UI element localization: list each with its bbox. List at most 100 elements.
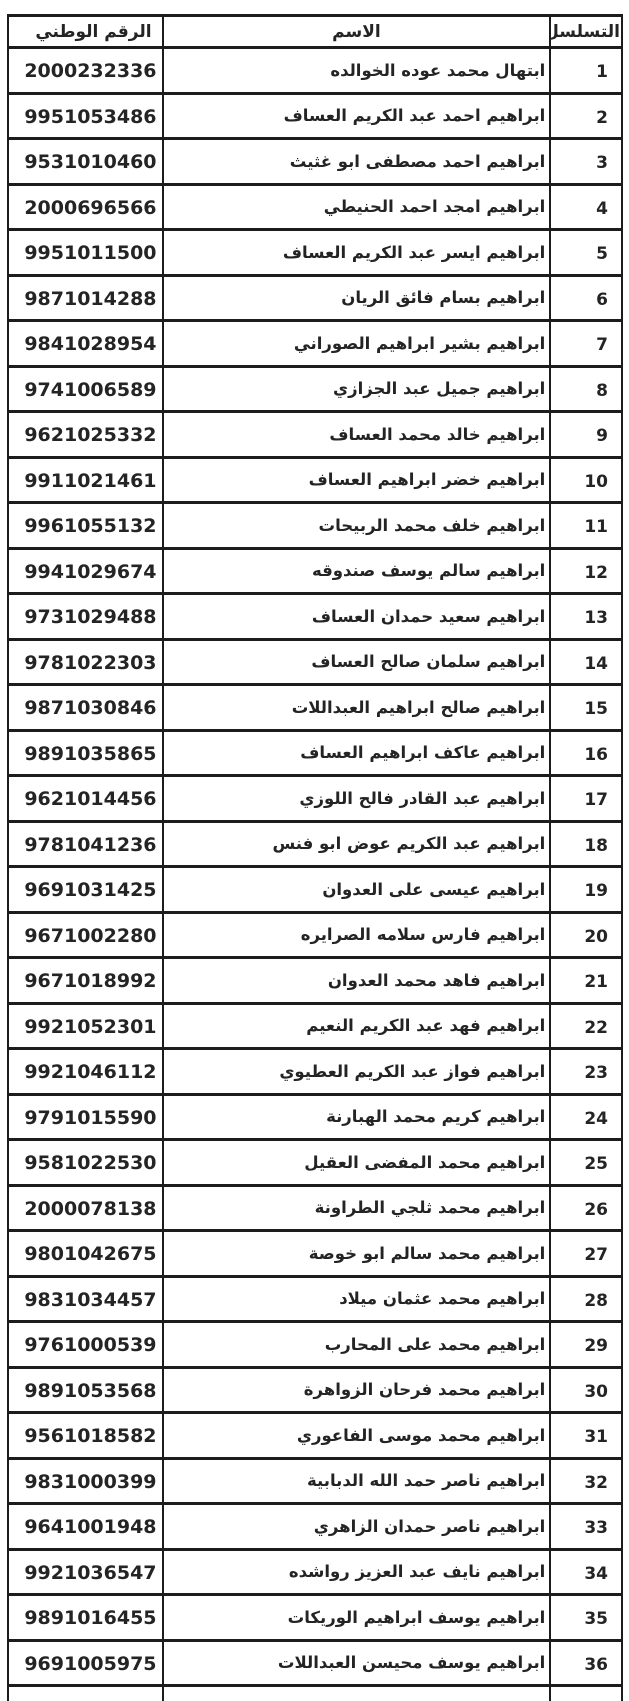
table-row: 19 ابراهيم عيسى على العدوان 9691031425 [7, 865, 623, 914]
table-row: 13 ابراهيم سعيد حمدان العساف 9731029488 [7, 592, 623, 641]
national-id-cell: 9581022530 [7, 1138, 164, 1187]
serial-cell: 30 [549, 1365, 623, 1414]
name-cell: ابراهيم محمد سالم ابو خوصة [161, 1229, 552, 1278]
national-id-cell: 9781022303 [7, 637, 164, 686]
table-row: 33 ابراهيم ناصر حمدان الزاهري 9641001948 [7, 1502, 623, 1551]
table-row: 7 ابراهيم بشير ابراهيم الصوراني 98410289… [7, 319, 623, 368]
name-cell: ابراهيم ناصر حمد الله الدبابية [161, 1456, 552, 1505]
national-id-cell: 9891016455 [7, 1593, 164, 1642]
serial-cell: 18 [549, 819, 623, 868]
table-row: 36 ابراهيم يوسف محيسن العبداللات 9691005… [7, 1638, 623, 1687]
national-id-cell: 9921052301 [7, 1001, 164, 1050]
serial-cell: 23 [549, 1047, 623, 1096]
name-cell: ابراهيم عيسى على العدوان [161, 865, 552, 914]
name-cell: ابراهيم احمد مصطفى ابو غثيث [161, 137, 552, 186]
national-id-cell: 9561018582 [7, 1411, 164, 1460]
name-cell: ابراهيم عبد القادر فالح اللوزي [161, 774, 552, 823]
name-cell: ابراهيم سعيد حمدان العساف [161, 592, 552, 641]
serial-cell: 35 [549, 1593, 623, 1642]
name-cell: ابراهيم يوسف ابراهيم الوريكات [161, 1593, 552, 1642]
national-id-cell: 9831034457 [7, 1274, 164, 1323]
name-cell: ابراهيم محمد فرحان الزواهرة [161, 1365, 552, 1414]
table-body: 1 ابتهال محمد عوده الخوالده 2000232336 2… [7, 46, 623, 1701]
serial-cell: 12 [549, 546, 623, 595]
name-cell: ابراهيم محمد ثلجي الطراونة [161, 1183, 552, 1232]
name-cell: ابراهيم فواز عبد الكريم العطيوي [161, 1047, 552, 1096]
table-row: 31 ابراهيم محمد موسى الفاعوري 9561018582 [7, 1411, 623, 1460]
serial-cell: 10 [549, 455, 623, 504]
national-id-cell: 9671018992 [7, 956, 164, 1005]
national-id-cell: 9741006589 [7, 364, 164, 413]
name-cell: احمد ابراهيم سعيد العساف [161, 1684, 552, 1701]
serial-cell: 11 [549, 501, 623, 550]
name-cell: ابراهيم محمد المفضى العقيل [161, 1138, 552, 1187]
national-id-cell: 9951011500 [7, 228, 164, 277]
name-cell: ابراهيم يوسف محيسن العبداللات [161, 1638, 552, 1687]
name-cell: ابراهيم نايف عبد العزيز رواشده [161, 1547, 552, 1596]
table-header: التسلسل الاسم الرقم الوطني [7, 14, 623, 49]
table-row: 37 احمد ابراهيم سعيد العساف 2000621983 [7, 1684, 623, 1701]
national-id-cell: 9761000539 [7, 1320, 164, 1369]
serial-cell: 24 [549, 1092, 623, 1141]
national-id-cell: 9731029488 [7, 592, 164, 641]
name-cell: ابتهال محمد عوده الخوالده [161, 46, 552, 95]
serial-cell: 13 [549, 592, 623, 641]
national-id-cell: 9781041236 [7, 819, 164, 868]
name-cell: ابراهيم خلف محمد الربيحات [161, 501, 552, 550]
table-row: 5 ابراهيم ايسر عبد الكريم العساف 9951011… [7, 228, 623, 277]
name-cell: ابراهيم فاهد محمد العدوان [161, 956, 552, 1005]
national-id-cell: 9941029674 [7, 546, 164, 595]
serial-cell: 20 [549, 910, 623, 959]
national-id-cell: 9791015590 [7, 1092, 164, 1141]
national-id-cell: 9871030846 [7, 683, 164, 732]
table-row: 2 ابراهيم احمد عبد الكريم العساف 9951053… [7, 91, 623, 140]
serial-cell: 33 [549, 1502, 623, 1551]
name-cell: ابراهيم فارس سلامه الصرايره [161, 910, 552, 959]
table-row: 27 ابراهيم محمد سالم ابو خوصة 9801042675 [7, 1229, 623, 1278]
table-row: 22 ابراهيم فهد عبد الكريم النعيم 9921052… [7, 1001, 623, 1050]
header-row: التسلسل الاسم الرقم الوطني [7, 14, 623, 49]
national-id-cell: 9691031425 [7, 865, 164, 914]
serial-cell: 21 [549, 956, 623, 1005]
national-id-cell: 9951053486 [7, 91, 164, 140]
national-id-cell: 9801042675 [7, 1229, 164, 1278]
name-cell: ابراهيم كريم محمد الهبارنة [161, 1092, 552, 1141]
serial-cell: 9 [549, 410, 623, 459]
serial-cell: 17 [549, 774, 623, 823]
name-cell: ابراهيم جميل عبد الجزازي [161, 364, 552, 413]
national-id-cell: 9531010460 [7, 137, 164, 186]
name-cell: ابراهيم صالح ابراهيم العبداللات [161, 683, 552, 732]
serial-cell: 16 [549, 728, 623, 777]
name-cell: ابراهيم خالد محمد العساف [161, 410, 552, 459]
serial-cell: 7 [549, 319, 623, 368]
national-id-cell: 9921036547 [7, 1547, 164, 1596]
serial-cell: 5 [549, 228, 623, 277]
table-row: 6 ابراهيم بسام فائق الريان 9871014288 [7, 273, 623, 322]
serial-cell: 1 [549, 46, 623, 95]
table-row: 17 ابراهيم عبد القادر فالح اللوزي 962101… [7, 774, 623, 823]
name-cell: ابراهيم احمد عبد الكريم العساف [161, 91, 552, 140]
national-id-cell: 9691005975 [7, 1638, 164, 1687]
table-row: 26 ابراهيم محمد ثلجي الطراونة 2000078138 [7, 1183, 623, 1232]
serial-cell: 34 [549, 1547, 623, 1596]
serial-cell: 2 [549, 91, 623, 140]
table-row: 29 ابراهيم محمد على المحارب 9761000539 [7, 1320, 623, 1369]
serial-cell: 22 [549, 1001, 623, 1050]
national-id-cell: 9961055132 [7, 501, 164, 550]
serial-cell: 3 [549, 137, 623, 186]
national-id-cell: 2000078138 [7, 1183, 164, 1232]
serial-cell: 15 [549, 683, 623, 732]
name-cell: ابراهيم محمد عثمان ميلاد [161, 1274, 552, 1323]
table-row: 28 ابراهيم محمد عثمان ميلاد 9831034457 [7, 1274, 623, 1323]
name-cell: ابراهيم محمد موسى الفاعوري [161, 1411, 552, 1460]
table-row: 20 ابراهيم فارس سلامه الصرايره 967100228… [7, 910, 623, 959]
table-row: 8 ابراهيم جميل عبد الجزازي 9741006589 [7, 364, 623, 413]
national-id-cell: 9641001948 [7, 1502, 164, 1551]
table-row: 1 ابتهال محمد عوده الخوالده 2000232336 [7, 46, 623, 95]
table-row: 12 ابراهيم سالم يوسف صندوقه 9941029674 [7, 546, 623, 595]
serial-cell: 8 [549, 364, 623, 413]
name-cell: ابراهيم خضر ابراهيم العساف [161, 455, 552, 504]
serial-cell: 36 [549, 1638, 623, 1687]
name-cell: ابراهيم ايسر عبد الكريم العساف [161, 228, 552, 277]
table-row: 21 ابراهيم فاهد محمد العدوان 9671018992 [7, 956, 623, 1005]
